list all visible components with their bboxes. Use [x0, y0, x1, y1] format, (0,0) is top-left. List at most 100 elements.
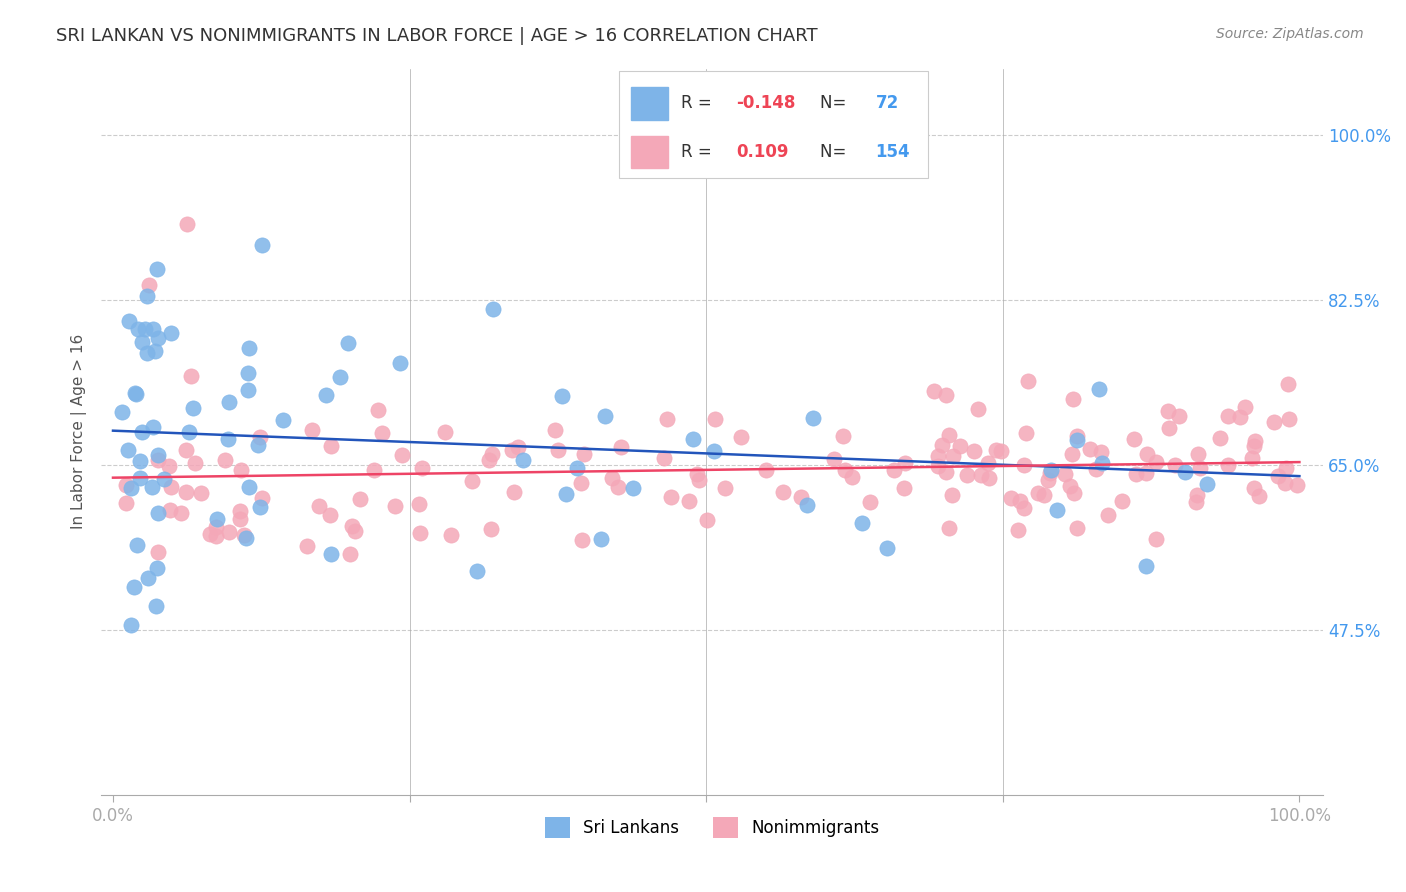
- Point: [340, 519, 363, 533]
- Point: [714, 481, 737, 495]
- Point: [1012, 458, 1035, 472]
- Point: [1243, 481, 1265, 495]
- Point: [1275, 461, 1298, 475]
- Point: [1066, 521, 1088, 535]
- Point: [363, 463, 385, 477]
- Point: [1144, 532, 1167, 546]
- Point: [1267, 468, 1289, 483]
- Point: [129, 453, 152, 467]
- Point: [1017, 374, 1039, 388]
- Bar: [631, 87, 668, 120]
- Point: [851, 516, 873, 531]
- Point: [986, 442, 1008, 457]
- Point: [146, 545, 169, 559]
- Point: [146, 262, 169, 277]
- Point: [1159, 421, 1181, 435]
- Point: [321, 547, 343, 561]
- Point: [141, 479, 163, 493]
- Point: [970, 467, 993, 482]
- Point: [159, 503, 181, 517]
- Point: [249, 430, 271, 444]
- Point: [569, 476, 592, 491]
- Point: [600, 471, 623, 485]
- Point: [465, 564, 488, 578]
- Point: [1054, 467, 1077, 481]
- Point: [1249, 489, 1271, 503]
- Point: [308, 499, 330, 513]
- Point: [198, 526, 221, 541]
- Point: [481, 447, 503, 461]
- Y-axis label: In Labor Force | Age > 16: In Labor Force | Age > 16: [72, 334, 87, 529]
- Point: [655, 412, 678, 426]
- Point: [1167, 409, 1189, 423]
- Point: [621, 481, 644, 495]
- Point: [1125, 467, 1147, 482]
- Point: [315, 388, 337, 402]
- Point: [204, 529, 226, 543]
- Point: [409, 525, 432, 540]
- Point: [478, 453, 501, 467]
- Point: [967, 402, 990, 417]
- Point: [389, 356, 412, 370]
- Point: [218, 395, 240, 409]
- Point: [956, 468, 979, 483]
- Point: [730, 430, 752, 444]
- Point: [1216, 409, 1239, 423]
- Point: [976, 456, 998, 470]
- Point: [1066, 433, 1088, 447]
- Point: [146, 561, 169, 575]
- Text: 154: 154: [876, 143, 910, 161]
- Point: [131, 425, 153, 440]
- Point: [1032, 488, 1054, 502]
- Point: [755, 462, 778, 476]
- Point: [1240, 450, 1263, 465]
- Point: [122, 580, 145, 594]
- Point: [1111, 494, 1133, 508]
- Point: [501, 443, 523, 458]
- Point: [115, 478, 138, 492]
- Point: [138, 278, 160, 293]
- Point: [1039, 466, 1062, 480]
- Point: [610, 440, 633, 454]
- Point: [138, 571, 160, 585]
- Point: [408, 498, 430, 512]
- Point: [1277, 377, 1299, 392]
- Point: [160, 326, 183, 340]
- Point: [238, 366, 260, 380]
- Point: [128, 471, 150, 485]
- Point: [703, 444, 725, 458]
- Point: [589, 533, 612, 547]
- Text: Source: ZipAtlas.com: Source: ZipAtlas.com: [1216, 27, 1364, 41]
- Point: [1244, 434, 1267, 449]
- Point: [176, 217, 198, 231]
- Point: [938, 521, 960, 535]
- Point: [1090, 445, 1112, 459]
- Point: [180, 368, 202, 383]
- Point: [238, 480, 260, 494]
- Point: [238, 341, 260, 355]
- Point: [1088, 383, 1111, 397]
- Point: [391, 448, 413, 462]
- Point: [1085, 462, 1108, 476]
- Bar: [631, 136, 668, 168]
- Legend: Sri Lankans, Nonimmigrants: Sri Lankans, Nonimmigrants: [538, 811, 886, 845]
- Point: [1185, 494, 1208, 508]
- Point: [1135, 466, 1157, 480]
- Point: [343, 524, 366, 539]
- Point: [1012, 500, 1035, 515]
- Point: [111, 405, 134, 419]
- Point: [479, 522, 502, 536]
- Point: [1189, 460, 1212, 475]
- Point: [990, 444, 1012, 458]
- Point: [1078, 442, 1101, 457]
- Point: [159, 480, 181, 494]
- Point: [512, 452, 534, 467]
- Point: [1195, 477, 1218, 491]
- Point: [823, 451, 845, 466]
- Point: [1243, 439, 1265, 453]
- Point: [606, 479, 628, 493]
- Point: [686, 467, 709, 482]
- Point: [696, 513, 718, 527]
- Point: [120, 481, 142, 495]
- Point: [329, 370, 352, 384]
